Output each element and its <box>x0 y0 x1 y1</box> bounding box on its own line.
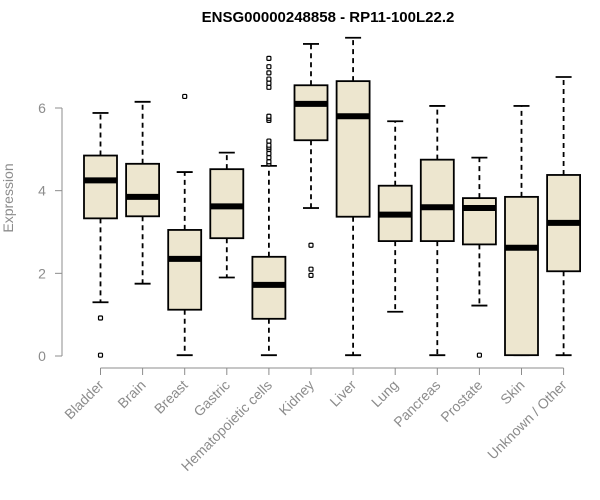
outlier-point <box>308 266 314 272</box>
boxplot-breast <box>167 93 203 357</box>
x-tick-label: Unknown / Other <box>484 377 570 463</box>
y-tick-label: 6 <box>38 100 46 116</box>
iqr-box <box>293 84 329 142</box>
outlier-point <box>266 150 272 157</box>
boxplot-gastric <box>209 151 245 279</box>
boxplot-prostate <box>461 156 497 358</box>
iqr-box <box>125 162 160 218</box>
outlier-point <box>308 272 314 278</box>
outlier-point <box>476 352 482 358</box>
outlier-point <box>266 76 272 82</box>
boxplot-unknown-other <box>546 76 581 357</box>
x-tick-label: Breast <box>151 377 191 417</box>
iqr-box <box>419 158 455 242</box>
outlier-point <box>97 315 104 321</box>
iqr-box <box>504 195 539 357</box>
boxplot-lung <box>377 120 413 313</box>
iqr-box <box>83 154 118 220</box>
boxplot-kidney <box>293 43 329 278</box>
outlier-point <box>266 70 272 76</box>
outlier-point <box>266 159 272 165</box>
y-axis-label: Expression <box>0 163 16 232</box>
outlier-point <box>266 80 272 86</box>
x-tick-label: Brain <box>114 377 148 411</box>
iqr-box <box>335 80 371 218</box>
x-tick-label: Liver <box>326 377 359 410</box>
outlier-point <box>266 155 272 161</box>
y-axis: 0 2 4 6 <box>38 100 63 364</box>
y-tick-label: 4 <box>38 183 46 199</box>
boxplot-liver <box>335 36 371 357</box>
boxplot-brain <box>125 100 160 285</box>
boxplot-hematopoietic-cells <box>251 55 287 357</box>
outlier-point <box>266 55 272 62</box>
boxplot-bladder <box>83 112 118 358</box>
x-tick-label: Skin <box>497 377 528 408</box>
x-tick-label: Lung <box>368 377 401 410</box>
y-tick-label: 2 <box>38 265 46 281</box>
boxplot-pancreas <box>419 105 455 357</box>
x-tick-label: Prostate <box>437 377 485 425</box>
outlier-point <box>266 64 272 70</box>
outlier-point <box>266 113 272 119</box>
outlier-point <box>308 242 314 248</box>
boxplots <box>83 36 581 358</box>
boxplot-skin <box>504 105 539 357</box>
iqr-box <box>167 229 203 311</box>
x-tick-label: Bladder <box>61 377 107 423</box>
y-tick-label: 0 <box>38 348 46 364</box>
x-tick-label: Pancreas <box>390 377 443 430</box>
outlier-point <box>266 84 272 90</box>
chart-title: ENSG00000248858 - RP11-100L22.2 <box>202 9 455 26</box>
outlier-point <box>182 93 188 100</box>
outlier-point <box>266 142 272 148</box>
x-tick-label: Kidney <box>276 377 318 419</box>
outlier-point <box>266 138 272 144</box>
outlier-point <box>97 352 104 358</box>
